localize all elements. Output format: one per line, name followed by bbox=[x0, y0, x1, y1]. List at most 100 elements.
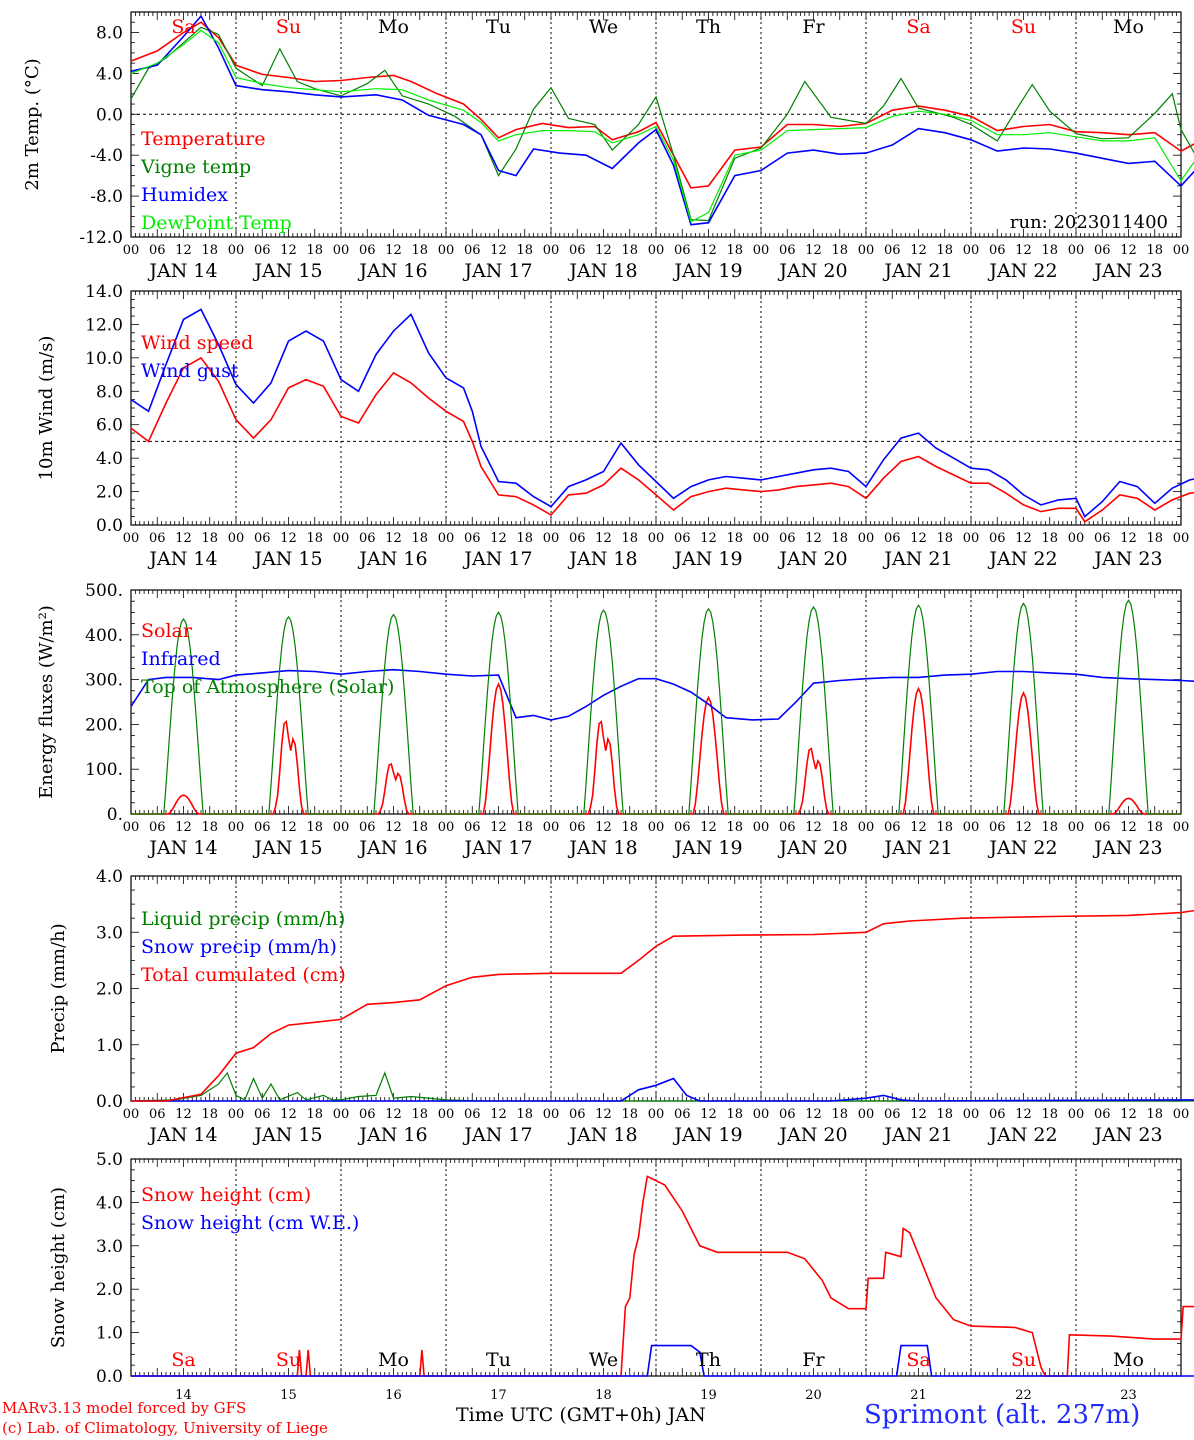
hour-tick-label: 18 bbox=[1146, 243, 1163, 258]
hour-tick-label: 12 bbox=[1015, 243, 1032, 258]
hour-tick-label: 00 bbox=[333, 1107, 350, 1122]
series-line-wind-gust bbox=[130, 308, 1194, 518]
y-axis-title: 2m Temp. (°C) bbox=[22, 58, 43, 190]
hour-tick-label: 00 bbox=[753, 820, 770, 835]
hour-tick-label: 00 bbox=[1068, 243, 1085, 258]
weekday-label: Su bbox=[1011, 16, 1036, 38]
weekday-label: We bbox=[589, 16, 618, 38]
legend-entry: Snow height (cm W.E.) bbox=[141, 1212, 359, 1234]
legend-entry: Snow height (cm) bbox=[141, 1184, 311, 1206]
hour-tick-label: 06 bbox=[1094, 531, 1111, 546]
day-number-label: 14 bbox=[175, 1388, 192, 1403]
hour-tick-label: 18 bbox=[1041, 243, 1058, 258]
legend-entry: DewPoint Temp bbox=[141, 212, 292, 234]
y-tick-label: 0. bbox=[107, 805, 123, 825]
hour-tick-label: 18 bbox=[411, 1107, 428, 1122]
hour-tick-label: 18 bbox=[621, 531, 638, 546]
hour-tick-label: 06 bbox=[989, 820, 1006, 835]
hour-tick-label: 06 bbox=[989, 531, 1006, 546]
panel-5: Snow height (cm) bbox=[48, 1158, 1194, 1377]
hour-tick-label: 06 bbox=[779, 531, 796, 546]
day-date-label: JAN 21 bbox=[882, 548, 952, 570]
station-label: Sprimont (alt. 237m) bbox=[864, 1400, 1141, 1430]
hour-tick-label: 00 bbox=[333, 531, 350, 546]
day-date-label: JAN 18 bbox=[567, 548, 637, 570]
weekday-label: Su bbox=[276, 1349, 301, 1371]
y-tick-label: 2.0 bbox=[96, 483, 123, 503]
day-date-label: JAN 19 bbox=[672, 1124, 742, 1146]
legend-entry: Liquid precip (mm/h) bbox=[141, 908, 345, 930]
weekday-label: Su bbox=[276, 16, 301, 38]
hour-tick-label: 00 bbox=[438, 531, 455, 546]
day-date-label: JAN 14 bbox=[147, 548, 217, 570]
hour-tick-label: 06 bbox=[149, 531, 166, 546]
day-date-label: JAN 22 bbox=[987, 548, 1057, 570]
hour-tick-label: 00 bbox=[1173, 1107, 1190, 1122]
hour-tick-label: 12 bbox=[595, 1107, 612, 1122]
hour-tick-label: 06 bbox=[254, 243, 271, 258]
series-line-infrared bbox=[130, 668, 1194, 721]
hour-tick-label: 12 bbox=[280, 1107, 297, 1122]
hour-tick-label: 06 bbox=[779, 1107, 796, 1122]
footer-model-line: MARv3.13 model forced by GFS bbox=[2, 1399, 247, 1417]
y-tick-label: 3.0 bbox=[96, 923, 123, 943]
hour-tick-label: 06 bbox=[884, 531, 901, 546]
hour-tick-label: 12 bbox=[1120, 243, 1137, 258]
hour-tick-label: 12 bbox=[595, 531, 612, 546]
hour-tick-label: 00 bbox=[648, 1107, 665, 1122]
hour-tick-label: 06 bbox=[359, 531, 376, 546]
y-tick-label: 400. bbox=[85, 626, 123, 646]
day-number-label: 22 bbox=[1015, 1388, 1032, 1403]
hour-tick-label: 00 bbox=[858, 243, 875, 258]
hour-tick-label: 00 bbox=[543, 243, 560, 258]
hour-tick-label: 18 bbox=[1146, 1107, 1163, 1122]
hour-tick-label: 12 bbox=[910, 820, 927, 835]
y-tick-label: 0.0 bbox=[96, 1367, 123, 1387]
series-line-solar bbox=[131, 682, 1181, 815]
hour-tick-label: 12 bbox=[910, 531, 927, 546]
y-tick-label: 0.0 bbox=[96, 516, 123, 536]
legend-entry: Snow precip (mm/h) bbox=[141, 936, 337, 958]
hour-tick-label: 12 bbox=[1015, 531, 1032, 546]
hour-tick-label: 00 bbox=[858, 820, 875, 835]
hour-tick-label: 00 bbox=[228, 531, 245, 546]
hour-tick-label: 06 bbox=[1094, 243, 1111, 258]
hour-tick-label: 18 bbox=[936, 243, 953, 258]
day-date-label: JAN 20 bbox=[777, 1124, 847, 1146]
day-date-label: JAN 15 bbox=[252, 837, 322, 859]
panel-1: 2m Temp. (°C) bbox=[22, 11, 1194, 238]
hour-tick-label: 06 bbox=[359, 820, 376, 835]
hour-tick-label: 06 bbox=[359, 243, 376, 258]
day-number-label: 15 bbox=[280, 1388, 297, 1403]
weekday-label: Fr bbox=[802, 16, 825, 38]
y-axis-title: Precip (mm/h) bbox=[48, 923, 69, 1053]
footer-credits: MARv3.13 model forced by GFS (c) Lab. of… bbox=[2, 1398, 328, 1438]
hour-tick-label: 18 bbox=[1041, 820, 1058, 835]
hour-tick-label: 12 bbox=[1015, 820, 1032, 835]
hour-tick-label: 18 bbox=[726, 820, 743, 835]
weekday-label: We bbox=[589, 1349, 618, 1371]
day-date-label: JAN 15 bbox=[252, 260, 322, 282]
y-tick-label: 300. bbox=[85, 671, 123, 691]
hour-tick-label: 00 bbox=[543, 531, 560, 546]
y-tick-label: 4.0 bbox=[96, 867, 123, 887]
day-date-label: JAN 17 bbox=[462, 837, 532, 859]
hour-tick-label: 00 bbox=[963, 1107, 980, 1122]
hour-tick-label: 18 bbox=[621, 243, 638, 258]
hour-tick-label: 06 bbox=[884, 243, 901, 258]
y-tick-label: 4.0 bbox=[96, 449, 123, 469]
hour-tick-label: 00 bbox=[753, 531, 770, 546]
hour-tick-label: 18 bbox=[201, 531, 218, 546]
series-line-total-cumulated-cm- bbox=[131, 909, 1194, 1102]
hour-tick-label: 06 bbox=[254, 1107, 271, 1122]
legend-entry: Total cumulated (cm) bbox=[141, 964, 346, 986]
legend-entry: Infrared bbox=[141, 648, 221, 670]
y-tick-label: -4.0 bbox=[90, 146, 123, 166]
day-date-label: JAN 23 bbox=[1092, 837, 1162, 859]
hour-tick-label: 12 bbox=[595, 243, 612, 258]
hour-tick-label: 06 bbox=[674, 243, 691, 258]
hour-tick-label: 06 bbox=[464, 1107, 481, 1122]
hour-tick-label: 00 bbox=[963, 243, 980, 258]
weekday-label: Mo bbox=[1113, 16, 1144, 38]
hour-tick-label: 18 bbox=[831, 243, 848, 258]
